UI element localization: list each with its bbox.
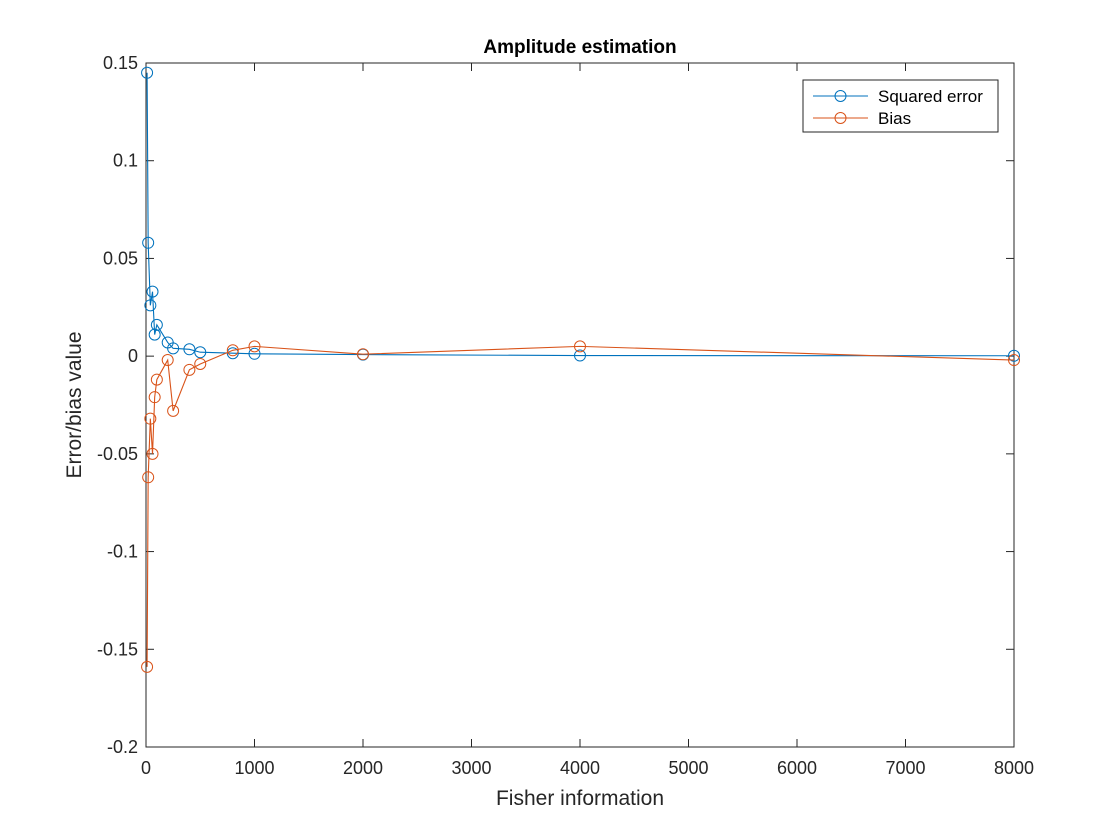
legend: Squared error Bias (802, 79, 999, 133)
data-point (144, 299, 157, 312)
data-point (142, 236, 155, 249)
series-line (146, 72, 1015, 357)
legend-entries: Squared error Bias (813, 87, 983, 128)
data-point (574, 349, 586, 362)
y-tick-label: -0.05 (97, 444, 138, 464)
x-axis-title: Fisher information (496, 787, 664, 810)
x-tick-label: 5000 (668, 758, 708, 778)
data-point (167, 342, 180, 355)
x-tick-label: 1000 (234, 758, 274, 778)
y-tick-label: -0.1 (107, 542, 138, 562)
series-layer (141, 66, 1020, 673)
x-tick-label: 3000 (451, 758, 491, 778)
data-point (150, 318, 163, 331)
data-point (167, 404, 180, 417)
data-point (146, 447, 159, 460)
data-point (1008, 354, 1020, 367)
x-tick-label: 4000 (560, 758, 600, 778)
y-axis-ticks: -0.2 -0.15 -0.1 -0.05 0 0.05 0.1 0.15 (97, 53, 1014, 757)
data-point (248, 340, 261, 353)
x-axis-ticks: 0 1000 2000 3000 4000 5000 6000 7000 8000 (141, 63, 1034, 778)
data-point (142, 471, 155, 484)
data-point (1008, 349, 1020, 362)
data-point (141, 660, 154, 673)
data-point (183, 363, 196, 376)
legend-label: Bias (878, 109, 911, 128)
data-point (183, 343, 196, 356)
x-tick-label: 7000 (885, 758, 925, 778)
legend-label: Squared error (878, 87, 983, 106)
y-tick-label: 0.05 (103, 248, 138, 268)
legend-box (802, 79, 999, 133)
data-point (194, 357, 207, 370)
data-point (150, 373, 163, 386)
x-tick-label: 8000 (994, 758, 1034, 778)
data-point (146, 285, 159, 298)
y-tick-label: -0.15 (97, 639, 138, 659)
legend-swatch-marker (834, 90, 847, 102)
data-point (141, 66, 154, 79)
data-point (574, 340, 586, 353)
data-point (357, 348, 369, 361)
data-point (248, 347, 261, 360)
data-point (194, 346, 207, 359)
series-bias (141, 340, 1020, 673)
data-point (161, 354, 174, 367)
legend-swatch-marker (834, 112, 847, 124)
y-tick-label: 0.15 (103, 53, 138, 73)
series-line (146, 345, 1015, 667)
y-axis-title: Error/bias value (63, 331, 86, 478)
series-squared-error (141, 66, 1020, 362)
chart-title: Amplitude estimation (483, 37, 676, 58)
x-tick-label: 0 (141, 758, 151, 778)
data-point (148, 328, 161, 341)
y-tick-label: 0 (128, 346, 138, 366)
x-tick-label: 6000 (777, 758, 817, 778)
y-tick-label: 0.1 (113, 151, 138, 171)
y-tick-label: -0.2 (107, 737, 138, 757)
data-point (148, 391, 161, 404)
x-tick-label: 2000 (343, 758, 383, 778)
data-point (144, 412, 157, 425)
data-point (226, 347, 239, 360)
data-point (226, 344, 239, 357)
plot-area (145, 62, 1015, 748)
